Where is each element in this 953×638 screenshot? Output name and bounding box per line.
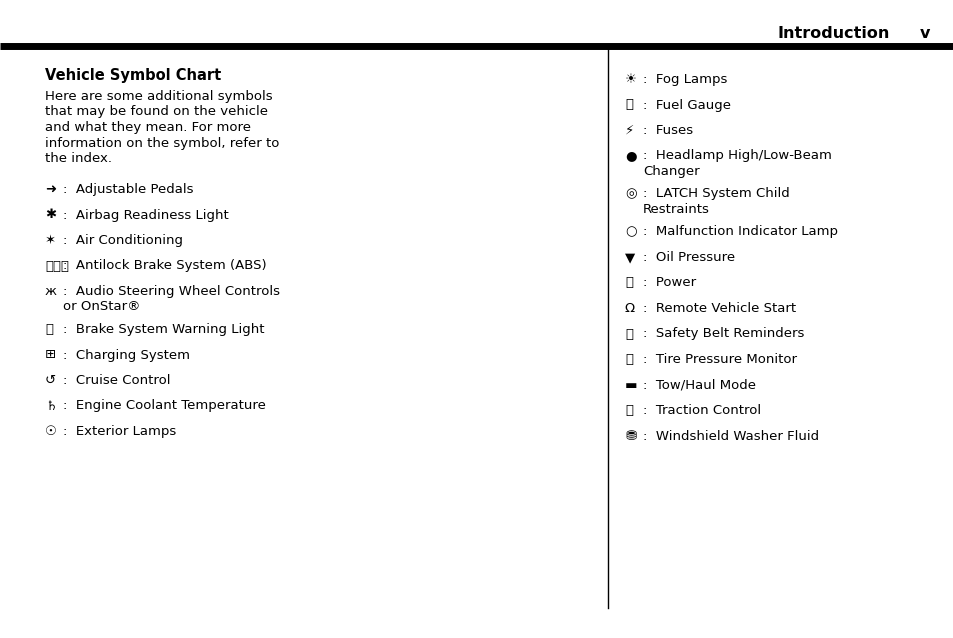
Text: Here are some additional symbols: Here are some additional symbols [45,90,273,103]
Text: :  Cruise Control: : Cruise Control [63,374,171,387]
Text: Ⓟ: Ⓟ [624,276,633,290]
Text: ○: ○ [624,225,636,239]
Text: ✱: ✱ [45,209,56,221]
Text: :  Audio Steering Wheel Controls: : Audio Steering Wheel Controls [63,285,280,298]
Text: ☀: ☀ [624,73,637,86]
Text: Vehicle Symbol Chart: Vehicle Symbol Chart [45,68,221,83]
Text: :  Adjustable Pedals: : Adjustable Pedals [63,183,193,196]
Text: :  Fuel Gauge: : Fuel Gauge [642,98,730,112]
Text: that may be found on the vehicle: that may be found on the vehicle [45,105,268,119]
Text: ☉: ☉ [45,425,57,438]
Text: ⛽: ⛽ [624,98,633,112]
Text: v: v [919,26,929,40]
Text: :  Exterior Lamps: : Exterior Lamps [63,425,176,438]
Text: ♄: ♄ [45,399,57,413]
Text: :  Malfunction Indicator Lamp: : Malfunction Indicator Lamp [642,225,837,239]
Text: ж: ж [45,285,57,298]
Text: :  Air Conditioning: : Air Conditioning [63,234,183,247]
Text: Introduction: Introduction [777,26,889,40]
Text: ●: ● [624,149,636,163]
Text: :  Remote Vehicle Start: : Remote Vehicle Start [642,302,796,315]
Text: ↺: ↺ [45,374,56,387]
Text: Changer: Changer [642,165,699,178]
Text: :  Oil Pressure: : Oil Pressure [642,251,735,264]
Text: ⛃: ⛃ [624,429,636,443]
Text: :  LATCH System Child: : LATCH System Child [642,188,789,200]
Text: ✶: ✶ [45,234,56,247]
Text: :  Windshield Washer Fluid: : Windshield Washer Fluid [642,429,819,443]
Text: ⛹: ⛹ [624,327,633,341]
Text: :  Engine Coolant Temperature: : Engine Coolant Temperature [63,399,266,413]
Text: ▼: ▼ [624,251,635,264]
Text: ◎: ◎ [624,188,636,200]
Text: ⓘ: ⓘ [624,353,633,366]
Text: :  Charging System: : Charging System [63,348,190,362]
Text: information on the symbol, refer to: information on the symbol, refer to [45,137,279,149]
Text: :  Antilock Brake System (ABS): : Antilock Brake System (ABS) [63,260,266,272]
Text: :  Safety Belt Reminders: : Safety Belt Reminders [642,327,803,341]
Text: :  Fog Lamps: : Fog Lamps [642,73,726,86]
Text: or OnStar®: or OnStar® [63,300,140,313]
Text: ⒶⒷⓈ: ⒶⒷⓈ [45,260,69,272]
Text: ⊞: ⊞ [45,348,56,362]
Text: ⛄: ⛄ [624,404,633,417]
Text: ▬: ▬ [624,378,637,392]
Text: :  Airbag Readiness Light: : Airbag Readiness Light [63,209,229,221]
Text: Restraints: Restraints [642,203,709,216]
Text: :  Headlamp High/Low-Beam: : Headlamp High/Low-Beam [642,149,831,163]
Text: :  Fuses: : Fuses [642,124,693,137]
Text: ⓘ: ⓘ [45,323,53,336]
Text: :  Tire Pressure Monitor: : Tire Pressure Monitor [642,353,796,366]
Text: :  Tow/Haul Mode: : Tow/Haul Mode [642,378,755,392]
Text: and what they mean. For more: and what they mean. For more [45,121,251,134]
Text: :  Power: : Power [642,276,696,290]
Text: :  Traction Control: : Traction Control [642,404,760,417]
Text: :  Brake System Warning Light: : Brake System Warning Light [63,323,264,336]
Text: Ω: Ω [624,302,635,315]
Text: ⚡: ⚡ [624,124,634,137]
Text: the index.: the index. [45,152,112,165]
Text: ➜: ➜ [45,183,56,196]
